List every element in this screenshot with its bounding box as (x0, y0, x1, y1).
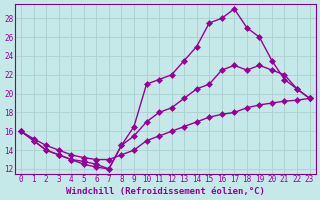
X-axis label: Windchill (Refroidissement éolien,°C): Windchill (Refroidissement éolien,°C) (66, 187, 265, 196)
